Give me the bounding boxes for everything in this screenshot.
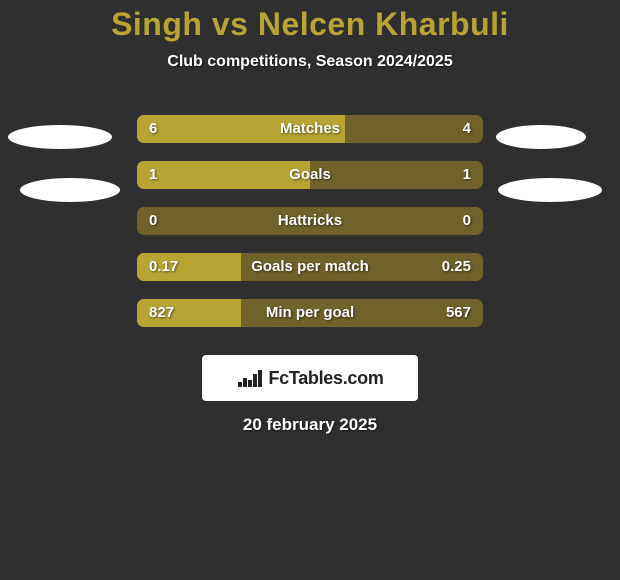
page-subtitle: Club competitions, Season 2024/2025 (0, 53, 620, 71)
stat-label: Goals (137, 161, 483, 189)
brand-logo-text: FcTables.com (268, 368, 383, 389)
stat-value-right: 0.25 (442, 253, 471, 281)
decorative-ellipse (496, 125, 586, 149)
stat-row: 0Hattricks0 (137, 207, 483, 235)
stat-value-right: 4 (463, 115, 471, 143)
stat-row: 0.17Goals per match0.25 (137, 253, 483, 281)
page-title: Singh vs Nelcen Kharbuli (0, 6, 620, 43)
stat-label: Min per goal (137, 299, 483, 327)
stat-value-right: 0 (463, 207, 471, 235)
stat-label: Goals per match (137, 253, 483, 281)
comparison-infographic: Singh vs Nelcen Kharbuli Club competitio… (0, 0, 620, 580)
stat-label: Matches (137, 115, 483, 143)
stat-row: 827Min per goal567 (137, 299, 483, 327)
brand-logo: FcTables.com (202, 355, 418, 401)
decorative-ellipse (20, 178, 120, 202)
decorative-ellipse (8, 125, 112, 149)
stat-value-right: 567 (446, 299, 471, 327)
stat-value-right: 1 (463, 161, 471, 189)
stat-row: 1Goals1 (137, 161, 483, 189)
stat-row: 6Matches4 (137, 115, 483, 143)
decorative-ellipse (498, 178, 602, 202)
stat-label: Hattricks (137, 207, 483, 235)
bar-chart-icon (236, 367, 264, 389)
snapshot-date: 20 february 2025 (0, 415, 620, 435)
